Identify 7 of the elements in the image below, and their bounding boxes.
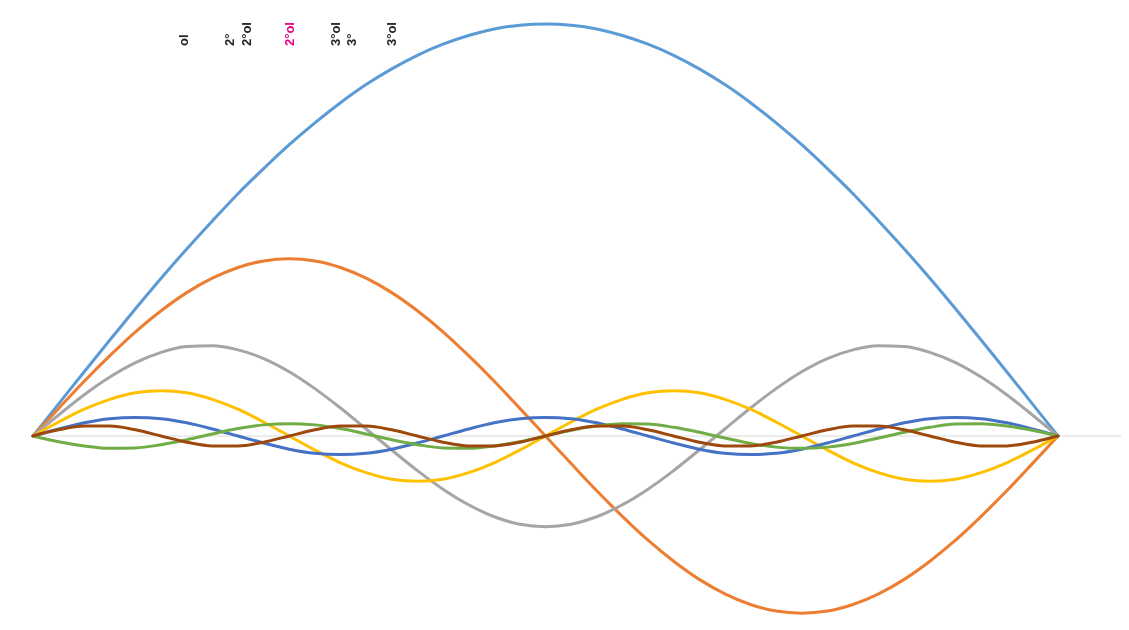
annotation: 3° <box>344 33 359 46</box>
annotation: 3°ol <box>328 22 343 46</box>
annotation: 2°ol <box>282 22 297 46</box>
annotation: 3°ol <box>384 22 399 46</box>
annotation: 2°ol <box>239 22 254 46</box>
annotation: 2° <box>222 33 237 46</box>
annotation: ol <box>176 34 191 46</box>
